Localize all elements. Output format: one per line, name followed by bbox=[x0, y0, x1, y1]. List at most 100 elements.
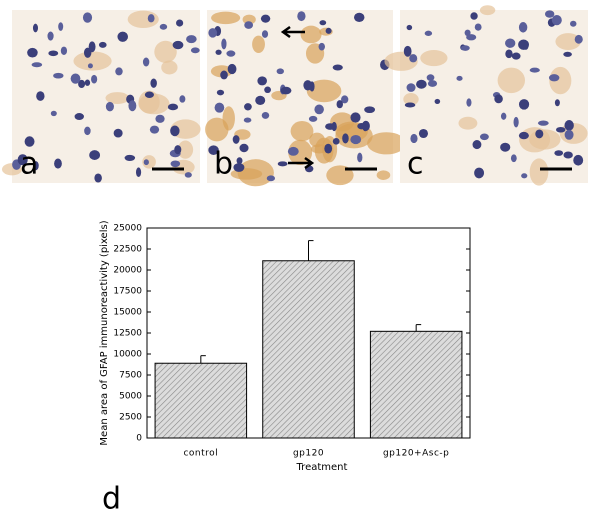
nucleus bbox=[406, 83, 416, 92]
nucleus bbox=[350, 134, 362, 145]
y-tick-label: 2500 bbox=[119, 413, 142, 423]
stain bbox=[142, 155, 156, 169]
bar bbox=[369, 330, 463, 439]
nucleus bbox=[216, 89, 225, 96]
stain bbox=[479, 5, 496, 16]
nucleus bbox=[208, 28, 218, 38]
nucleus bbox=[314, 104, 324, 115]
nucleus bbox=[456, 75, 463, 81]
nucleus bbox=[135, 167, 142, 178]
y-tick-label: 15000 bbox=[113, 308, 142, 318]
nucleus bbox=[318, 42, 325, 51]
nucleus bbox=[479, 133, 489, 141]
stain bbox=[549, 66, 572, 95]
nucleus bbox=[332, 64, 343, 71]
nucleus bbox=[87, 63, 93, 69]
nucleus bbox=[147, 14, 155, 23]
nucleus bbox=[416, 79, 427, 89]
arrow bbox=[280, 25, 305, 39]
y-tick-label: 20000 bbox=[113, 266, 142, 276]
nucleus bbox=[31, 62, 43, 68]
nucleus bbox=[82, 12, 93, 23]
stain bbox=[252, 35, 265, 53]
stain bbox=[384, 51, 418, 71]
nucleus bbox=[60, 46, 68, 55]
nucleus bbox=[573, 154, 584, 166]
stain bbox=[458, 116, 478, 130]
nucleus bbox=[149, 125, 160, 134]
nucleus bbox=[500, 142, 511, 152]
stain bbox=[300, 25, 322, 44]
nucleus bbox=[570, 20, 577, 27]
stain bbox=[177, 140, 194, 159]
nucleus bbox=[32, 161, 39, 171]
nucleus bbox=[308, 115, 318, 122]
y-tick-label: 17500 bbox=[113, 287, 142, 297]
nucleus bbox=[406, 24, 413, 31]
nucleus bbox=[226, 50, 236, 57]
nucleus bbox=[174, 145, 182, 155]
nucleus bbox=[556, 126, 566, 133]
nucleus bbox=[518, 99, 530, 110]
nucleus bbox=[239, 143, 249, 153]
stain bbox=[205, 117, 229, 142]
nucleus bbox=[105, 101, 114, 112]
stain bbox=[290, 121, 314, 142]
nucleus bbox=[554, 99, 560, 107]
nucleus bbox=[548, 74, 560, 82]
nucleus bbox=[255, 95, 266, 105]
nucleus bbox=[474, 167, 485, 179]
nucleus bbox=[50, 110, 57, 117]
nucleus bbox=[511, 52, 521, 60]
nucleus bbox=[564, 120, 574, 131]
nucleus bbox=[36, 91, 45, 101]
y-tick-label: 5000 bbox=[119, 392, 142, 402]
nucleus bbox=[426, 74, 435, 81]
nucleus bbox=[186, 35, 197, 44]
nucleus bbox=[554, 150, 564, 156]
nucleus bbox=[350, 112, 361, 123]
nucleus bbox=[142, 57, 150, 67]
nucleus bbox=[208, 145, 219, 155]
nucleus bbox=[184, 172, 192, 178]
nucleus bbox=[236, 157, 243, 165]
nucleus bbox=[113, 128, 123, 138]
nucleus bbox=[513, 116, 519, 128]
nucleus bbox=[505, 49, 513, 59]
nucleus bbox=[494, 94, 503, 104]
nucleus bbox=[227, 63, 237, 75]
nucleus bbox=[472, 140, 482, 150]
nucleus bbox=[150, 78, 157, 88]
stain bbox=[420, 50, 448, 67]
nucleus bbox=[17, 154, 28, 166]
nucleus bbox=[342, 133, 349, 144]
nucleus bbox=[261, 111, 270, 119]
stain bbox=[73, 51, 112, 71]
nucleus bbox=[466, 98, 472, 107]
nucleus bbox=[277, 161, 288, 167]
nucleus bbox=[170, 125, 180, 137]
nucleus bbox=[325, 27, 332, 34]
nucleus bbox=[574, 34, 583, 44]
stain bbox=[310, 144, 328, 154]
nucleus bbox=[357, 123, 366, 130]
nucleus bbox=[78, 79, 86, 89]
nucleus bbox=[470, 12, 478, 20]
nucleus bbox=[336, 100, 343, 109]
nucleus bbox=[91, 74, 98, 84]
y-tick-label: 10000 bbox=[113, 350, 142, 360]
nucleus bbox=[409, 54, 418, 63]
x-tick-label: gp120+Asc-p bbox=[383, 449, 449, 459]
nucleus bbox=[276, 68, 284, 75]
nucleus bbox=[84, 126, 91, 136]
panel-label: a bbox=[20, 147, 38, 182]
nucleus bbox=[564, 129, 574, 140]
stain bbox=[529, 158, 549, 186]
nucleus bbox=[505, 38, 516, 48]
nucleus bbox=[243, 117, 252, 123]
nucleus bbox=[215, 49, 222, 55]
nucleus bbox=[324, 143, 333, 154]
x-tick-label: gp120 bbox=[293, 449, 324, 459]
nucleus bbox=[535, 129, 544, 139]
